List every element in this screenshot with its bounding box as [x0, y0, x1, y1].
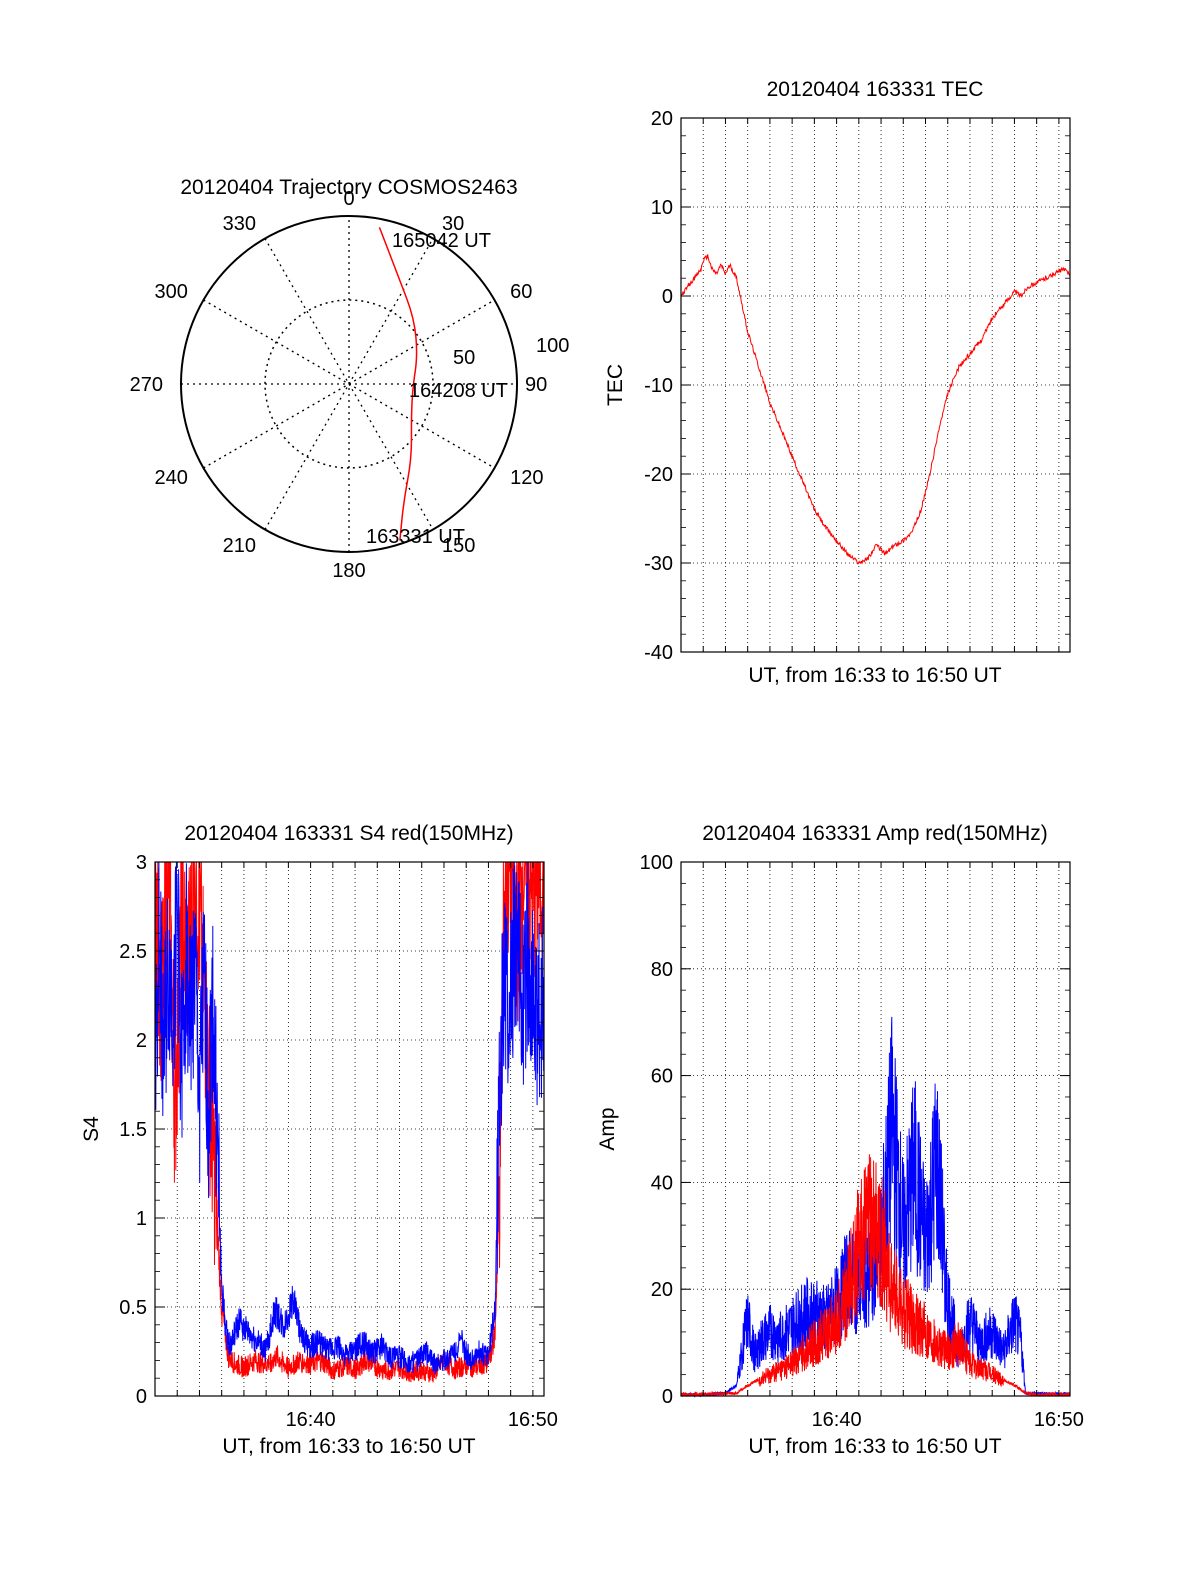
amp-xtick-label: 16:50 [1034, 1409, 1084, 1431]
s4-xlabel: UT, from 16:33 to 16:50 UT [222, 1435, 475, 1458]
s4-ytick-label: 1.5 [119, 1119, 147, 1141]
s4-ytick-label: 3 [136, 852, 147, 874]
polar-angle-label: 30 [442, 213, 464, 235]
amp-series-line [680, 1016, 1071, 1398]
amp-chart: 20120404 163331 Amp red(150MHz) 0 20 40 60 8… [596, 822, 1084, 1458]
amp-series-line [680, 1154, 1071, 1398]
tec-axes-frame [680, 117, 1071, 653]
s4-ytick-label: 1 [136, 1208, 147, 1230]
amp-ytick-label: 40 [651, 1172, 673, 1194]
amp-ytick-label: 80 [651, 959, 673, 981]
amp-axes-frame [680, 861, 1071, 1397]
amp-ytick-label: 0 [662, 1386, 673, 1408]
s4-title: 20120404 163331 S4 red(150MHz) [184, 822, 513, 845]
polar-time-label-start: 163331 UT [366, 526, 465, 548]
polar-time-label-end: 165042 UT [392, 230, 491, 252]
polar-radial-label-100: 100 [536, 335, 569, 357]
polar-angle-labels: 0 30 60 90 120 150 180 210 240 270 300 330 [130, 188, 548, 582]
polar-spokes [181, 216, 517, 552]
polar-angle-label: 300 [155, 281, 188, 303]
s4-xtick-label: 16:40 [286, 1409, 336, 1431]
tec-chart: 20120404 163331 TEC 20 10 0 -10 -20 -30 -40 TE… [604, 78, 1071, 687]
polar-time-label-mid: 164208 UT [409, 380, 508, 402]
s4-series-line [154, 861, 545, 1383]
tec-ytick-label: 20 [651, 108, 673, 130]
amp-series-group [680, 1016, 1071, 1398]
amp-xtick-label: 16:40 [812, 1409, 862, 1431]
polar-angle-label: 0 [343, 188, 354, 210]
polar-radial-label-50: 50 [453, 347, 475, 369]
amp-ytick-label: 100 [640, 852, 673, 874]
tec-ytick-label: 0 [662, 286, 673, 308]
tec-ytick-label: -10 [644, 375, 673, 397]
s4-ytick-label: 2 [136, 1030, 147, 1052]
polar-title: 20120404 Trajectory COSMOS2463 [180, 176, 517, 199]
s4-ytick-label: 0 [136, 1386, 147, 1408]
polar-angle-label: 90 [525, 374, 547, 396]
polar-trajectory-chart: 20120404 Trajectory COSMOS2463 0 30 60 90 12… [130, 176, 570, 582]
s4-ytick-label: 2.5 [119, 941, 147, 963]
polar-angle-label: 240 [155, 467, 188, 489]
s4-ylabel: S4 [80, 1116, 103, 1142]
tec-series-line [680, 254, 1071, 565]
tec-ytick-label: 10 [651, 197, 673, 219]
polar-angle-label: 330 [223, 213, 256, 235]
polar-angle-label: 150 [442, 535, 475, 557]
polar-spoke [264, 238, 434, 530]
amp-ticks: 0 20 40 60 80 100 16:40 16:50 [640, 852, 1084, 1431]
tec-title: 20120404 163331 TEC [767, 78, 984, 101]
s4-ytick-label: 0.5 [119, 1297, 147, 1319]
amp-ylabel: Amp [596, 1107, 619, 1150]
s4-series-line [154, 861, 545, 1375]
polar-angle-label: 270 [130, 374, 163, 396]
polar-trajectory-line [378, 227, 418, 541]
tec-xlabel: UT, from 16:33 to 16:50 UT [748, 664, 1001, 687]
amp-xlabel: UT, from 16:33 to 16:50 UT [748, 1435, 1001, 1458]
s4-series-group [154, 861, 545, 1383]
s4-ticks: 0 0.5 1 1.5 2 2.5 3 16:40 16:50 [119, 852, 558, 1431]
s4-xtick-label: 16:50 [508, 1409, 558, 1431]
polar-angle-label: 210 [223, 535, 256, 557]
tec-grid [681, 118, 1070, 652]
tec-ytick-label: -40 [644, 642, 673, 664]
tec-ylabel: TEC [604, 364, 627, 406]
tec-ytick-label: -30 [644, 553, 673, 575]
tec-ytick-label: -20 [644, 464, 673, 486]
tec-series-group [680, 254, 1071, 565]
tec-ticks: 20 10 0 -10 -20 -30 -40 [644, 108, 1070, 664]
polar-angle-label: 180 [332, 560, 365, 582]
polar-angle-label: 120 [510, 467, 543, 489]
amp-ytick-label: 60 [651, 1066, 673, 1088]
s4-chart: 20120404 163331 S4 red(150MHz) 0 0.5 1 1.5 2… [80, 822, 558, 1458]
amp-ytick-label: 20 [651, 1279, 673, 1301]
polar-angle-label: 60 [510, 281, 532, 303]
amp-title: 20120404 163331 Amp red(150MHz) [702, 822, 1048, 845]
